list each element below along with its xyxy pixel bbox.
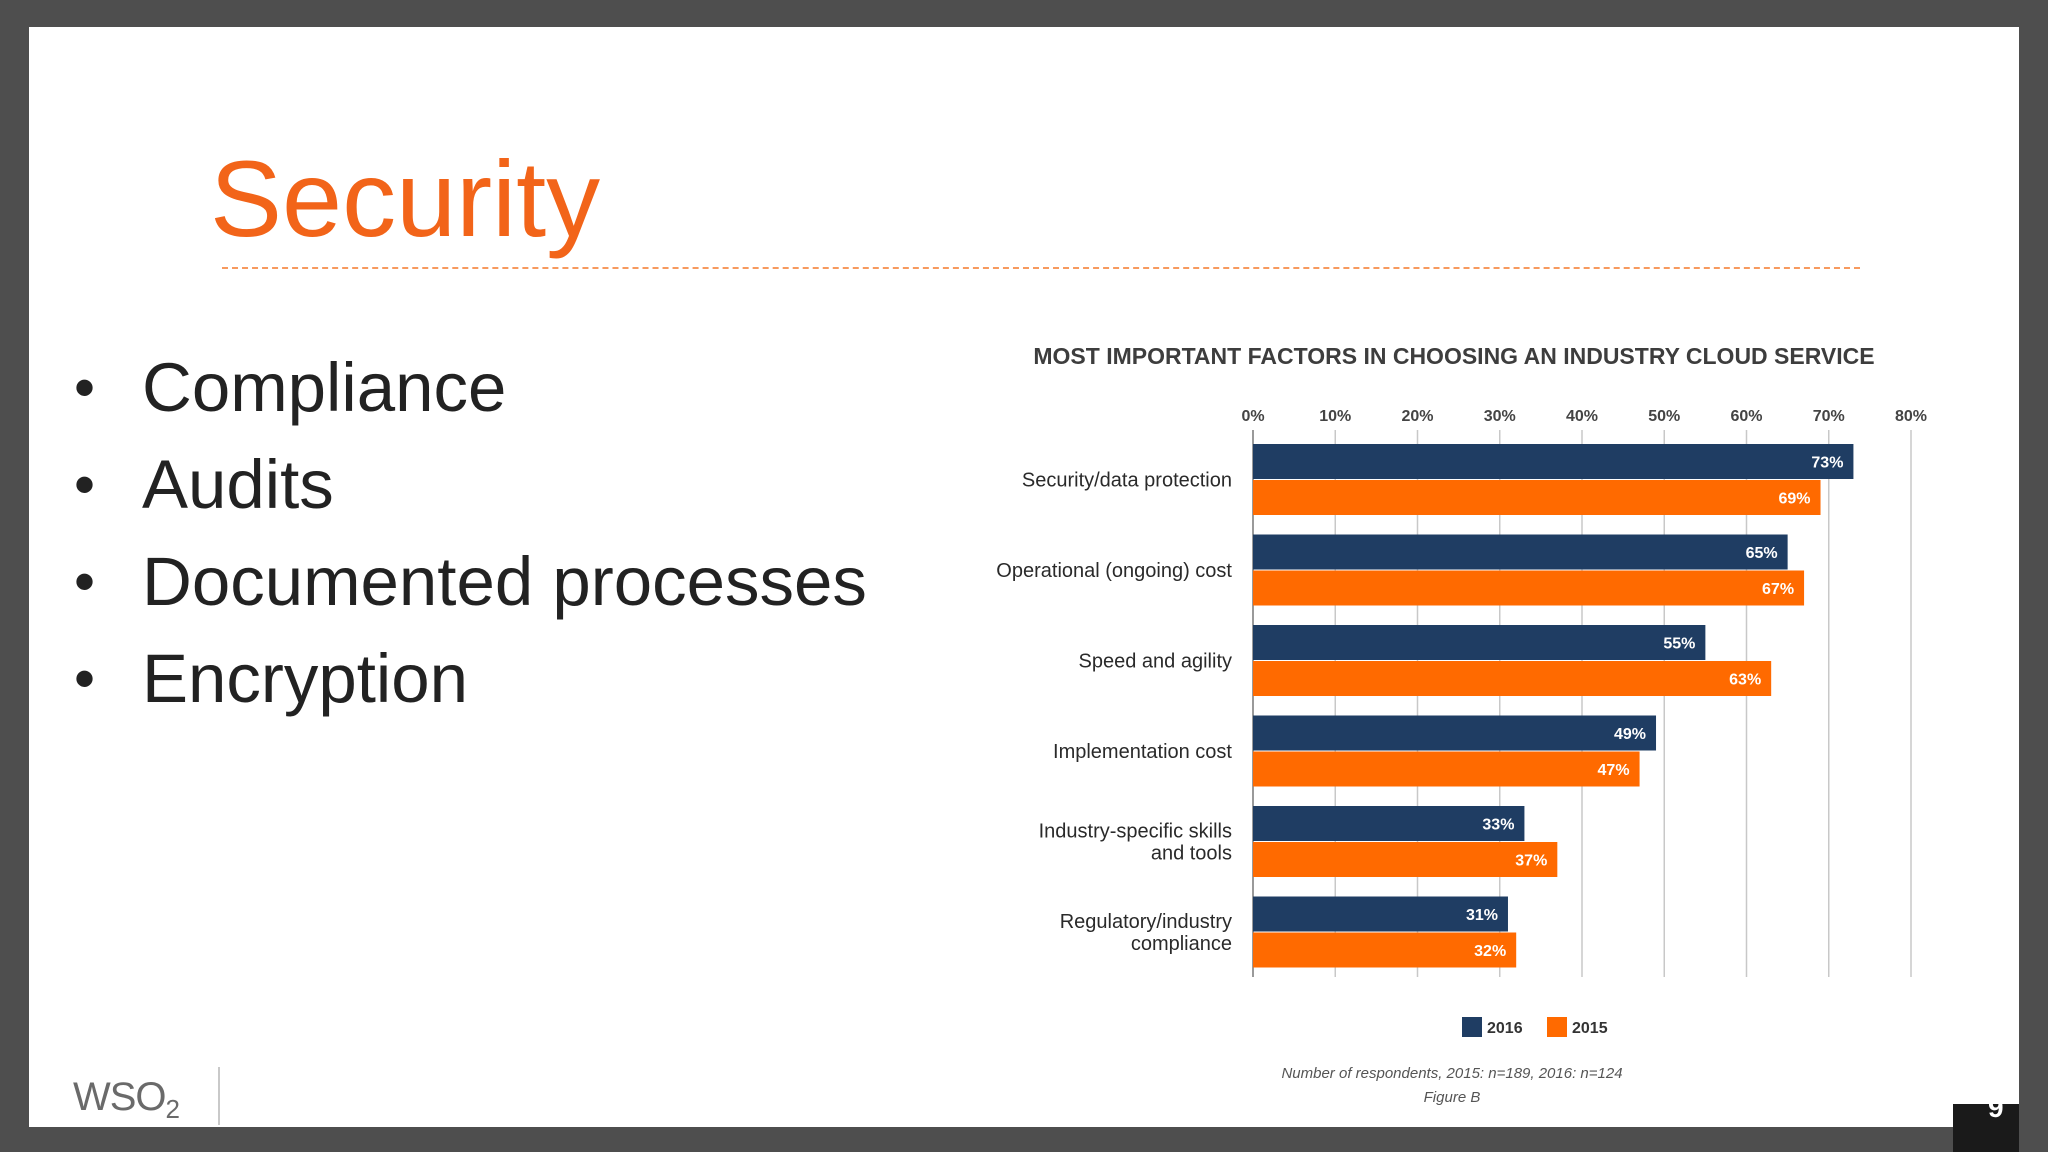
bar-2016	[1253, 444, 1854, 479]
chart-svg: MOST IMPORTANT FACTORS IN CHOOSING AN IN…	[996, 343, 1927, 1106]
x-tick-label: 80%	[1895, 408, 1927, 425]
bullet-text: Audits	[142, 446, 334, 523]
bar-value-label: 67%	[1762, 581, 1794, 598]
x-tick-label: 70%	[1813, 408, 1845, 425]
category-label: compliance	[1131, 933, 1232, 955]
bar-2016	[1253, 715, 1657, 751]
slide-title: Security	[210, 138, 601, 259]
x-tick-label: 40%	[1566, 408, 1598, 425]
legend-swatch-2016	[1462, 1017, 1482, 1037]
bullet-item: • Documented processes	[74, 546, 867, 643]
bar-2016	[1253, 625, 1706, 660]
page-number: 9	[1988, 1092, 2004, 1123]
category-label: Industry-specific skills	[1039, 821, 1232, 843]
bullet-dot: •	[74, 645, 96, 712]
x-tick-label: 60%	[1730, 408, 1762, 425]
bar-value-label: 32%	[1474, 943, 1506, 960]
logo-separator	[218, 1067, 220, 1125]
logo-subscript: 2	[165, 1094, 181, 1124]
category-label: Regulatory/industry	[1060, 911, 1232, 933]
page-number-tab	[1953, 1104, 2019, 1152]
bullet-list: • Compliance • Audits • Documented processe…	[74, 352, 867, 740]
bar-value-label: 73%	[1811, 455, 1843, 472]
category-label: and tools	[1151, 843, 1232, 865]
title-divider	[222, 267, 1860, 269]
bar-value-label: 37%	[1515, 853, 1547, 870]
bar-2016	[1253, 534, 1788, 570]
bullet-item: • Audits	[74, 449, 867, 546]
legend-label: 2016	[1487, 1020, 1523, 1037]
x-tick-label: 20%	[1401, 408, 1433, 425]
bullet-dot: •	[74, 451, 96, 518]
bar-2015	[1253, 842, 1558, 877]
bar-chart: MOST IMPORTANT FACTORS IN CHOOSING AN IN…	[929, 317, 1969, 1127]
x-tick-label: 30%	[1484, 408, 1516, 425]
bar-value-label: 47%	[1598, 762, 1630, 779]
bar-2015	[1253, 932, 1517, 968]
bullet-dot: •	[74, 548, 96, 615]
category-label: Operational (ongoing) cost	[996, 560, 1232, 582]
figure-label: Figure B	[1424, 1089, 1481, 1106]
bar-value-label: 33%	[1482, 817, 1514, 834]
x-tick-label: 0%	[1241, 408, 1264, 425]
bullet-item: • Compliance	[74, 352, 867, 449]
bullet-text: Compliance	[142, 349, 507, 426]
bullet-text: Encryption	[142, 640, 468, 717]
category-label: Security/data protection	[1022, 470, 1232, 492]
bullet-item: • Encryption	[74, 643, 867, 740]
bar-value-label: 49%	[1614, 726, 1646, 743]
chart-title: MOST IMPORTANT FACTORS IN CHOOSING AN IN…	[1033, 343, 1874, 369]
bar-value-label: 69%	[1778, 491, 1810, 508]
bar-value-label: 55%	[1663, 636, 1695, 653]
category-label: Implementation cost	[1053, 741, 1232, 763]
slide: Security • Compliance • Audits • Documented…	[29, 27, 2019, 1127]
bar-value-label: 65%	[1746, 545, 1778, 562]
wso2-logo: WSO2	[73, 1075, 181, 1125]
legend-swatch-2015	[1547, 1017, 1567, 1037]
legend-label: 2015	[1572, 1020, 1608, 1037]
bullet-dot: •	[74, 354, 96, 421]
bar-2016	[1253, 896, 1508, 932]
bar-value-label: 31%	[1466, 907, 1498, 924]
x-tick-label: 50%	[1648, 408, 1680, 425]
bar-2015	[1253, 751, 1640, 787]
logo-text: WSO	[73, 1075, 167, 1119]
x-tick-label: 10%	[1319, 408, 1351, 425]
bar-2015	[1253, 570, 1805, 606]
chart-footnote: Number of respondents, 2015: n=189, 2016…	[1281, 1065, 1622, 1082]
bullet-text: Documented processes	[142, 543, 867, 620]
category-label: Speed and agility	[1079, 651, 1232, 673]
bar-value-label: 63%	[1729, 672, 1761, 689]
bar-2015	[1253, 480, 1821, 515]
bar-2015	[1253, 661, 1772, 696]
bar-2016	[1253, 806, 1525, 841]
